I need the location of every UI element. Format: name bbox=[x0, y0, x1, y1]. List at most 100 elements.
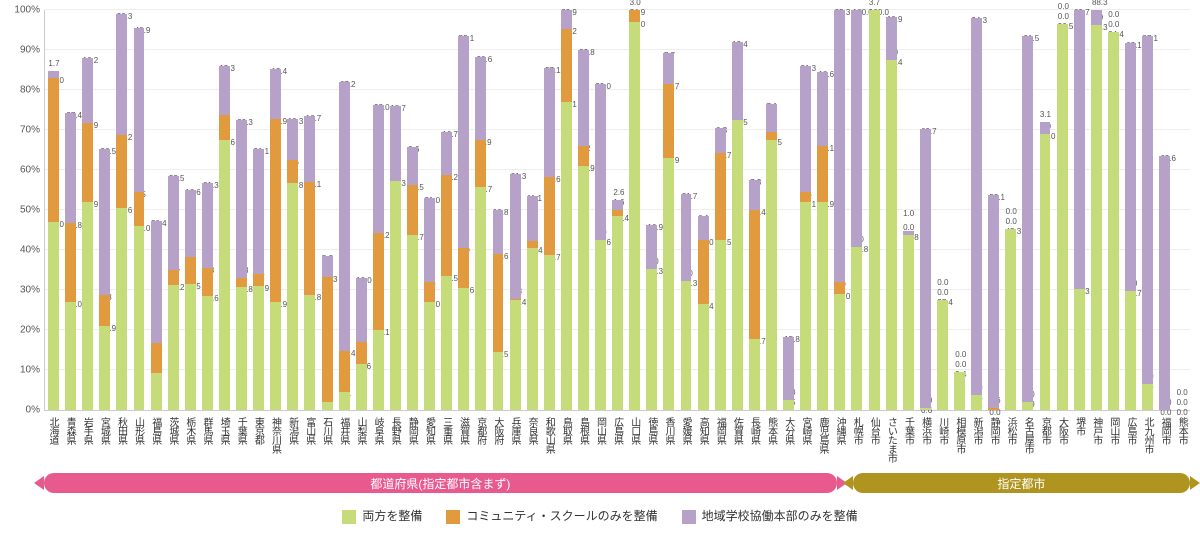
bar-group: 4.410.467.2 bbox=[336, 10, 353, 410]
x-tick-label: 岡山市 bbox=[1108, 417, 1119, 444]
x-tick-label: 長崎県 bbox=[749, 417, 760, 444]
bar-segment-cs bbox=[134, 192, 145, 226]
legend-item: 地域学校協働本部のみを整備 bbox=[682, 507, 858, 524]
bar-group: 97.024.93.0 bbox=[626, 10, 643, 410]
bar-group: 38.719.627.1 bbox=[541, 10, 558, 410]
bar-segment-cs bbox=[48, 78, 59, 222]
x-tick-label: 大阪市 bbox=[1057, 417, 1068, 444]
bar-segment-cs bbox=[766, 132, 777, 140]
bar-segment-both bbox=[407, 235, 418, 410]
bar-group: 30.82.339.3 bbox=[233, 10, 250, 410]
bar-group: 67.66.212.3 bbox=[216, 10, 233, 410]
bar-group: 72.50.019.4 bbox=[729, 10, 746, 410]
bar-group: 46.08.540.9 bbox=[130, 10, 147, 410]
bar-group: 28.828.116.7 bbox=[301, 10, 318, 410]
bar-segment-both bbox=[253, 286, 264, 410]
bar-segment-hq bbox=[663, 53, 674, 84]
value-label: 3.7 bbox=[869, 0, 880, 7]
bar-segment-cs bbox=[356, 342, 367, 364]
bar-segment-both bbox=[869, 10, 880, 410]
x-tick-label: 青森県 bbox=[64, 417, 75, 444]
bar-segment-cs bbox=[441, 175, 452, 276]
bar-segment-cs bbox=[561, 29, 572, 102]
bar-segment-cs bbox=[65, 223, 76, 302]
bar-group: 48.41.62.6 bbox=[609, 10, 626, 410]
bar-segment-cs bbox=[578, 146, 589, 167]
bar-group: 1.90.091.5 bbox=[1019, 10, 1036, 410]
legend-item: コミュニティ・スクールのみを整備 bbox=[446, 507, 657, 524]
bar-group: 14.524.610.8 bbox=[489, 10, 506, 410]
bar-segment-both bbox=[219, 140, 230, 410]
bar-segment-both bbox=[441, 276, 452, 410]
bar-segment-both bbox=[82, 202, 93, 410]
bar-segment-cs bbox=[493, 254, 504, 352]
bar-segment-hq bbox=[1022, 36, 1033, 402]
bar-group: 29.70.062.1 bbox=[1122, 10, 1139, 410]
bar-group: 45.30.00.0 bbox=[1002, 10, 1019, 410]
value-label: 3.0 bbox=[630, 0, 641, 7]
bar-segment-both bbox=[578, 166, 589, 410]
bar-segment-hq bbox=[236, 120, 247, 277]
bar-group: 51.919.916.2 bbox=[79, 10, 96, 410]
bar-segment-both bbox=[527, 248, 538, 410]
bar-segment-hq bbox=[886, 17, 897, 61]
bar-segment-both bbox=[99, 326, 110, 410]
bar-group: 31.23.723.5 bbox=[165, 10, 182, 410]
bar-group: 55.711.920.6 bbox=[472, 10, 489, 410]
x-tick-label: 長野県 bbox=[389, 417, 400, 444]
x-tick-label: 神奈川県 bbox=[269, 417, 280, 453]
bar-segment-both bbox=[629, 22, 640, 410]
bar-segment-both bbox=[356, 364, 367, 410]
bar-group: 2.50.015.8 bbox=[780, 10, 797, 410]
bar-segment-both bbox=[1040, 134, 1051, 410]
x-tick-label: 北海道 bbox=[47, 417, 58, 444]
bar-segment-hq bbox=[219, 66, 230, 115]
bar-segment-both bbox=[663, 158, 674, 410]
bar-segment-both bbox=[202, 296, 213, 410]
bar-segment-hq bbox=[561, 10, 572, 29]
bar-group: 40.41.911.1 bbox=[524, 10, 541, 410]
group-band-segment: 都道府県(指定都市含まず) bbox=[44, 473, 837, 493]
bar-group: 42.521.76.3 bbox=[712, 10, 729, 410]
x-tick-label: 秋田県 bbox=[115, 417, 126, 444]
bar-segment-both bbox=[304, 295, 315, 410]
bar-group: 27.04.921.0 bbox=[421, 10, 438, 410]
bar-segment-both bbox=[185, 284, 196, 410]
x-tick-label: 岡山県 bbox=[595, 417, 606, 444]
bar-segment-both bbox=[48, 222, 59, 410]
bar-segment-both bbox=[851, 247, 862, 410]
bar-group: 69.00.03.1 bbox=[1036, 10, 1053, 410]
bar-segment-both bbox=[766, 140, 777, 410]
bar-segment-hq bbox=[971, 18, 982, 395]
bar-segment-hq bbox=[373, 105, 384, 233]
bar-group: 43.80.01.0 bbox=[900, 10, 917, 410]
bar-group: 52.12.531.3 bbox=[797, 10, 814, 410]
x-tick-label: 熊本県 bbox=[766, 417, 777, 444]
bar-segment-hq bbox=[988, 195, 999, 407]
bar-segment-cs bbox=[749, 210, 760, 340]
bar-segment-both bbox=[954, 372, 965, 410]
y-tick: 0% bbox=[26, 405, 40, 416]
bar-segment-hq bbox=[458, 36, 469, 248]
bar-group: 32.30.021.7 bbox=[677, 10, 694, 410]
bar-segment-both bbox=[373, 330, 384, 410]
bar-group: 9.40.00.0 bbox=[951, 10, 968, 410]
bar-segment-both bbox=[561, 102, 572, 410]
bar-group: 57.30.018.7 bbox=[387, 10, 404, 410]
value-label: 0.0 bbox=[1177, 388, 1188, 397]
x-tick-label: 岐阜県 bbox=[372, 417, 383, 444]
bar-segment-cs bbox=[663, 84, 674, 159]
bar-segment-hq bbox=[920, 129, 931, 408]
y-tick: 60% bbox=[20, 165, 40, 176]
bar-group: 30.93.231.1 bbox=[250, 10, 267, 410]
y-axis: 0%10%20%30%40%50%60%70%80%90%100% bbox=[10, 10, 44, 410]
value-label: 0.0 bbox=[937, 278, 948, 287]
x-tick-label: 広島市 bbox=[1125, 417, 1136, 444]
x-tick-label: 千葉県 bbox=[235, 417, 246, 444]
bar-group: 33.525.210.7 bbox=[438, 10, 455, 410]
bar-group: 29.02.995.3 bbox=[831, 10, 848, 410]
bar-segment-cs bbox=[373, 233, 384, 330]
bar-group: 60.95.223.8 bbox=[575, 10, 592, 410]
bar-segment-both bbox=[493, 352, 504, 410]
bar-segment-both bbox=[116, 208, 127, 410]
